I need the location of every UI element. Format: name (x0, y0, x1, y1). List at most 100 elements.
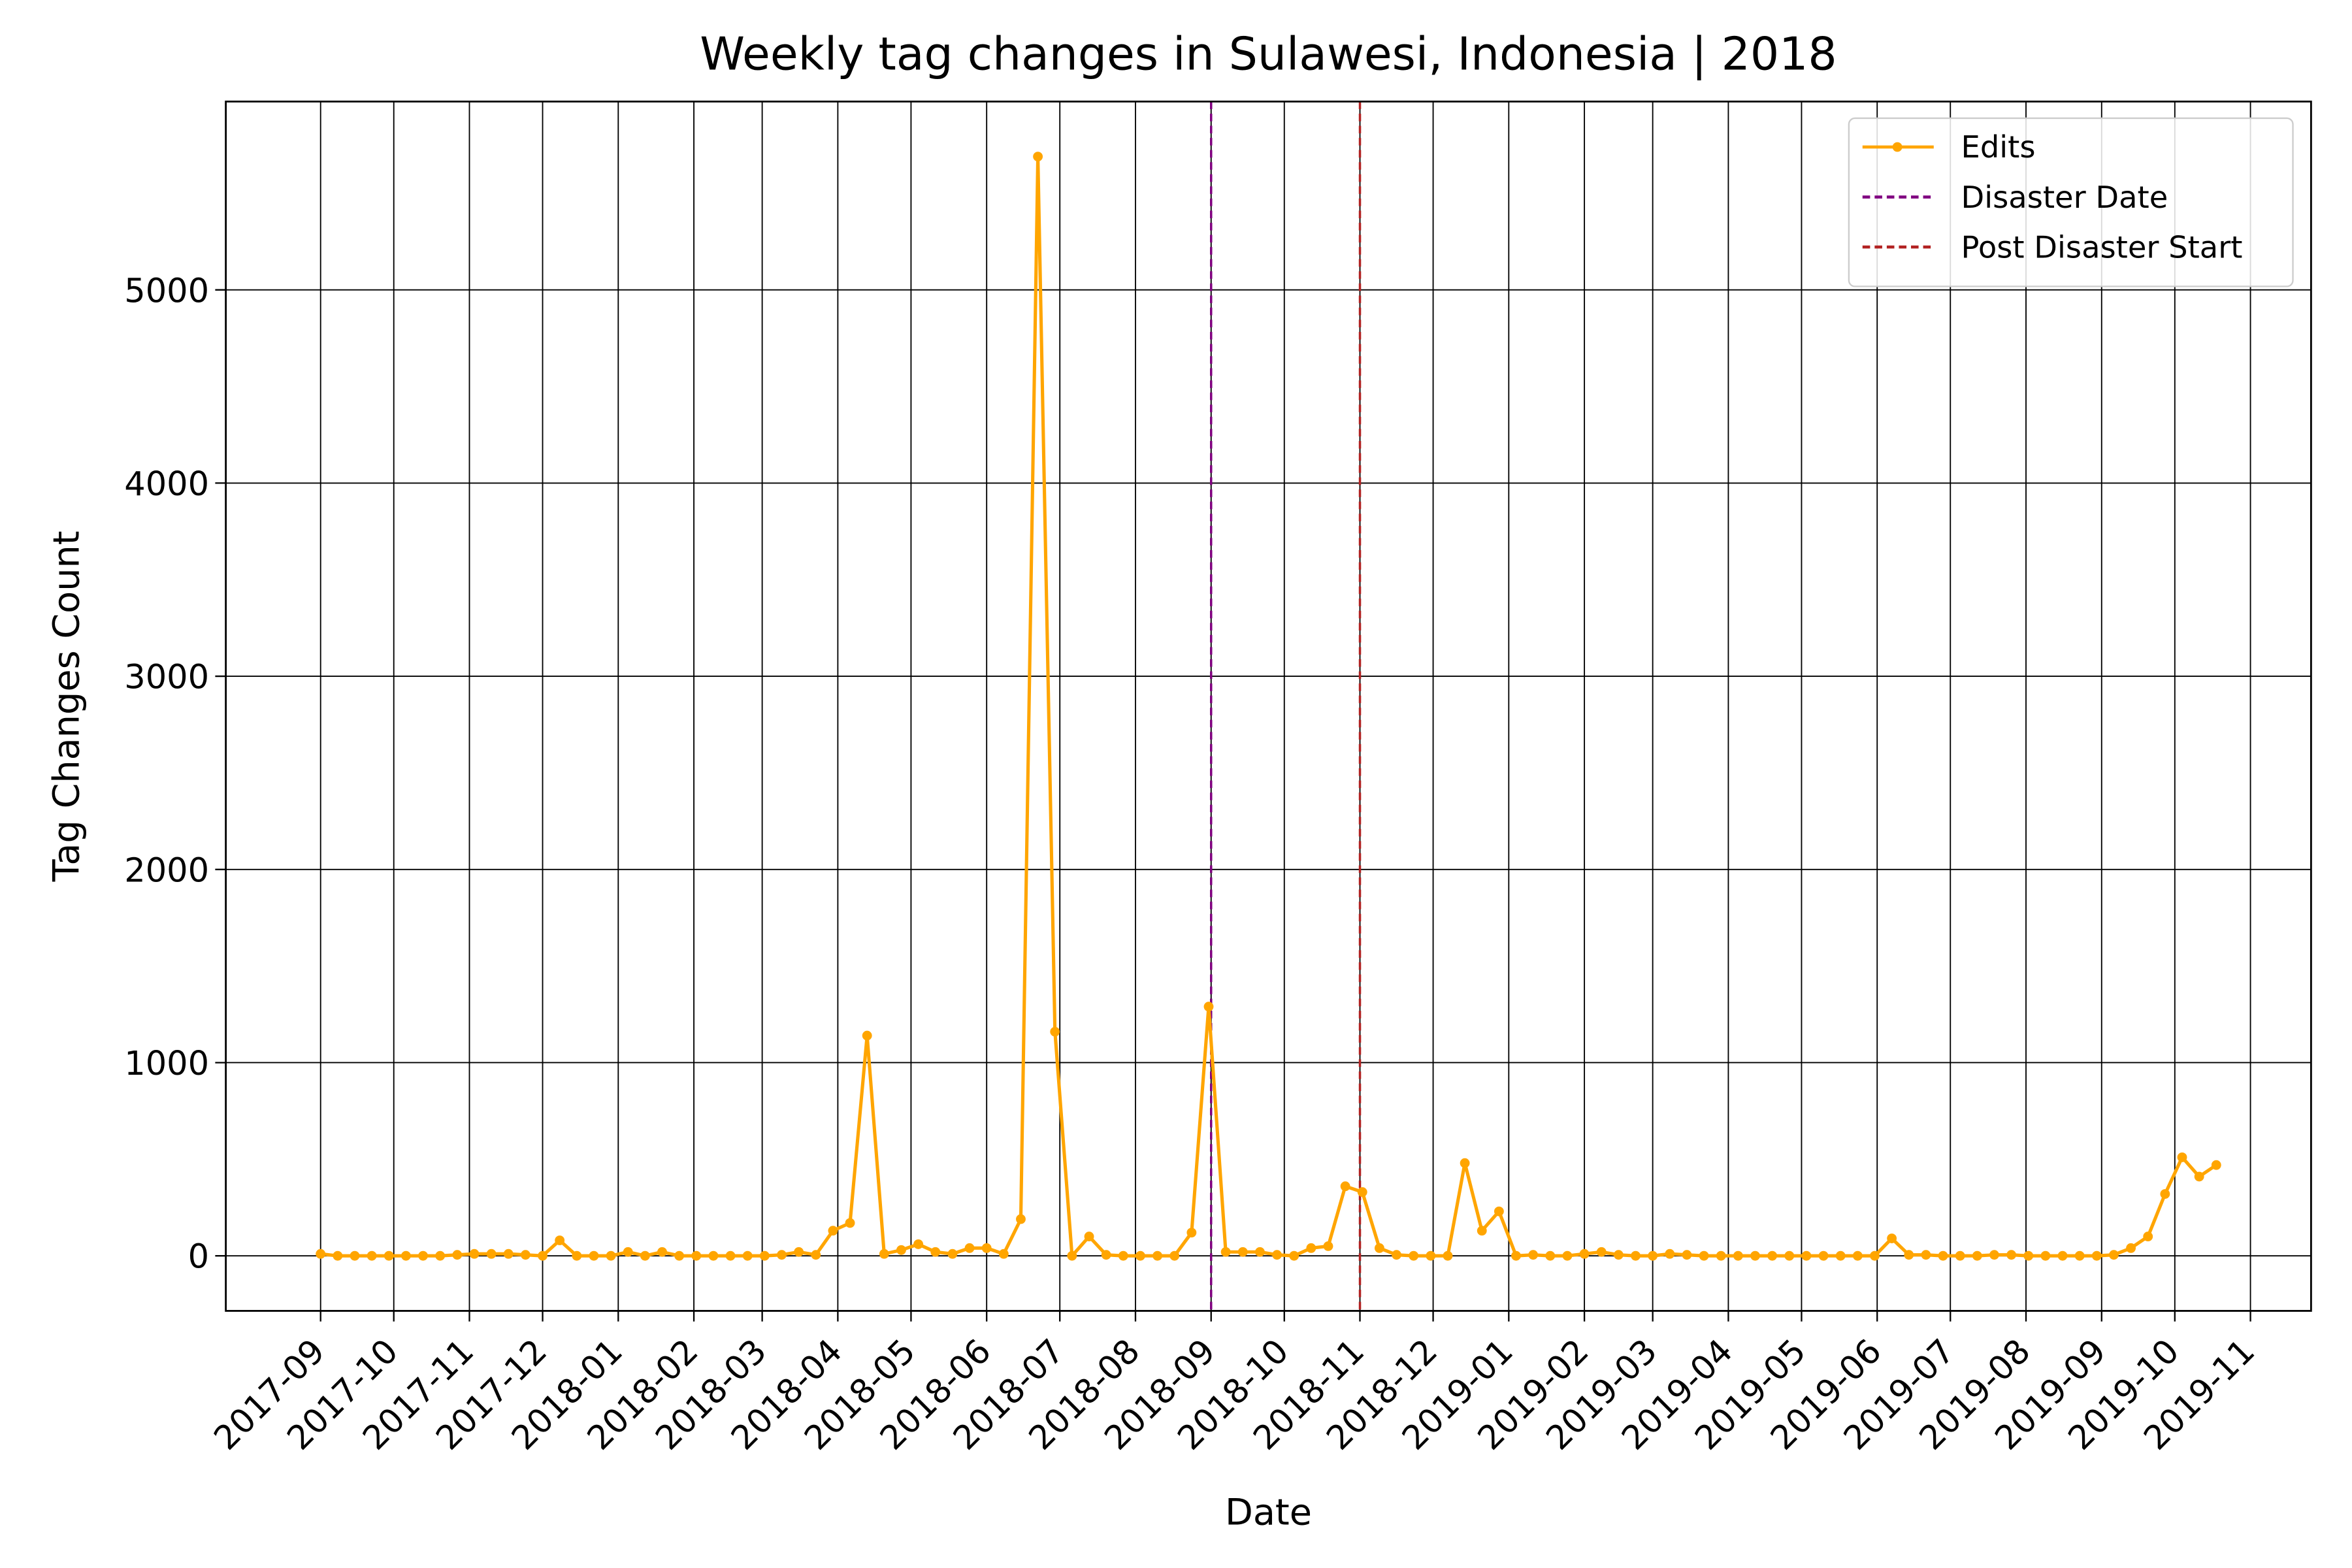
data-point (486, 1249, 497, 1259)
data-point (1084, 1232, 1094, 1242)
data-point (1631, 1250, 1641, 1261)
y-tick-label: 1000 (124, 1045, 209, 1083)
data-point (1255, 1247, 1265, 1257)
data-point (1289, 1250, 1299, 1261)
data-point (862, 1030, 872, 1041)
data-point (452, 1250, 463, 1260)
data-point (1118, 1250, 1128, 1261)
y-tick-label: 2000 (124, 851, 209, 890)
data-point (1835, 1250, 1846, 1261)
data-point (2211, 1160, 2221, 1170)
data-point (691, 1250, 702, 1261)
data-point (1562, 1250, 1573, 1261)
data-point (1374, 1243, 1384, 1253)
data-point (316, 1249, 326, 1259)
data-point (350, 1250, 360, 1261)
data-point (418, 1250, 428, 1261)
data-point (794, 1247, 804, 1257)
data-point (1784, 1250, 1795, 1261)
data-point (1426, 1250, 1436, 1261)
data-point (1101, 1250, 1111, 1260)
data-point (1528, 1250, 1539, 1260)
data-point (1050, 1026, 1060, 1037)
data-point (1494, 1206, 1504, 1217)
data-point (1938, 1250, 1948, 1261)
data-point (640, 1250, 650, 1261)
data-point (333, 1250, 343, 1261)
data-point (2023, 1250, 2034, 1261)
y-tick-label: 5000 (124, 272, 209, 310)
data-point (1801, 1250, 1812, 1261)
data-point (367, 1250, 377, 1261)
data-point (1409, 1250, 1419, 1261)
data-point (520, 1250, 531, 1260)
data-point (1152, 1250, 1163, 1261)
data-point (725, 1250, 736, 1261)
data-point (1306, 1243, 1316, 1253)
data-point (572, 1250, 582, 1261)
data-point (1818, 1250, 1829, 1261)
data-point (777, 1250, 787, 1260)
data-point (1972, 1250, 1982, 1261)
data-point (384, 1250, 394, 1261)
data-point (913, 1239, 924, 1249)
plot-frame (225, 101, 2312, 1312)
data-point (1921, 1250, 1931, 1260)
data-point (2006, 1250, 2017, 1260)
data-point (674, 1250, 685, 1261)
data-point (2194, 1171, 2204, 1182)
legend-box (1848, 117, 2294, 287)
data-point (1169, 1250, 1180, 1261)
data-point (845, 1218, 855, 1228)
data-point (1443, 1250, 1453, 1261)
data-point (2177, 1152, 2187, 1162)
data-point (1887, 1233, 1897, 1243)
data-point (1767, 1250, 1778, 1261)
data-point (1579, 1249, 1590, 1259)
data-point (759, 1250, 770, 1261)
data-point (742, 1250, 753, 1261)
data-point (2160, 1189, 2170, 1199)
data-point (503, 1249, 514, 1259)
data-point (1648, 1250, 1658, 1261)
data-point (623, 1247, 633, 1257)
data-point (1033, 152, 1043, 162)
data-point (1545, 1250, 1556, 1261)
data-point (657, 1247, 667, 1257)
data-point (2074, 1250, 2085, 1261)
legend: Edits Disaster Date Post Disaster Start (1848, 117, 2294, 287)
y-axis-label: Tag Changes Count (46, 531, 88, 882)
data-point (1067, 1250, 1077, 1261)
data-point (1220, 1247, 1231, 1257)
data-point (964, 1243, 975, 1253)
data-point (538, 1250, 547, 1261)
data-point (1665, 1249, 1675, 1259)
data-point (1186, 1228, 1197, 1238)
data-point (1340, 1181, 1350, 1192)
data-point (1682, 1250, 1692, 1260)
data-point (606, 1250, 616, 1261)
data-point (2126, 1243, 2136, 1253)
data-point (1511, 1250, 1521, 1261)
data-point (1203, 1002, 1214, 1012)
data-point (1596, 1247, 1607, 1257)
data-point (1357, 1187, 1367, 1198)
data-point (1989, 1250, 1999, 1260)
data-point (2109, 1250, 2119, 1260)
data-point (1955, 1250, 1965, 1261)
data-point (469, 1249, 480, 1259)
legend-label: Disaster Date (1961, 180, 2168, 215)
data-point (1733, 1250, 1743, 1261)
data-line (320, 155, 2217, 1258)
data-point (896, 1245, 906, 1255)
data-point (1460, 1158, 1470, 1168)
data-point (2091, 1250, 2102, 1261)
data-point (1323, 1241, 1333, 1251)
data-point (1392, 1250, 1401, 1260)
data-point (1716, 1250, 1726, 1261)
data-point (435, 1250, 446, 1261)
data-point (1135, 1250, 1145, 1261)
data-point (1699, 1250, 1709, 1261)
data-point (555, 1235, 565, 1245)
